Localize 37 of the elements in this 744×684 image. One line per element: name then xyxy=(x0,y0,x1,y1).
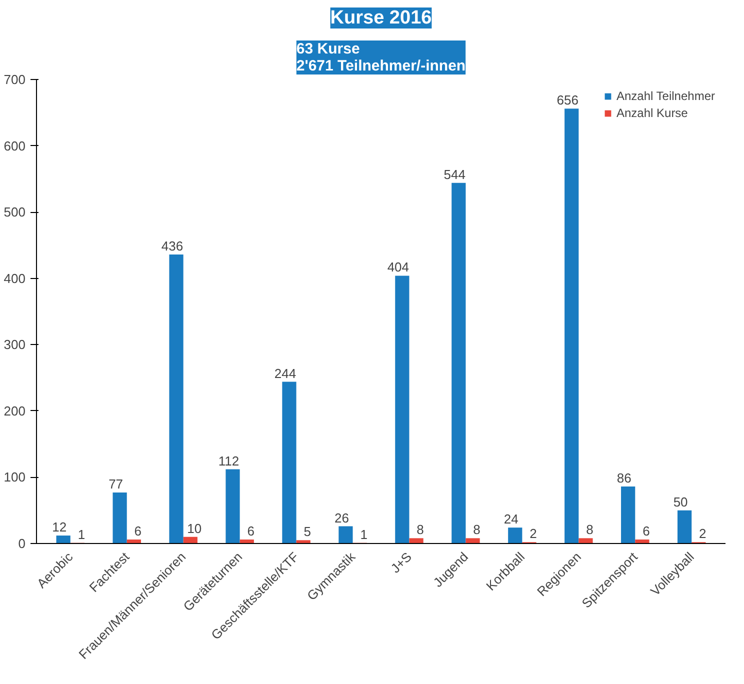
data-label: 112 xyxy=(218,453,240,468)
legend-label: Anzahl Kurse xyxy=(616,106,688,120)
y-tick-label: 200 xyxy=(4,403,26,418)
data-label: 6 xyxy=(134,524,142,539)
data-label: 1 xyxy=(360,526,368,542)
chart-title: Kurse 2016 xyxy=(330,8,432,28)
data-label: 5 xyxy=(304,524,311,540)
data-label: 10 xyxy=(187,520,202,536)
data-label: 8 xyxy=(473,522,480,538)
data-label: 6 xyxy=(642,524,650,539)
data-label: 77 xyxy=(108,476,124,492)
legend-label: Anzahl Teilnehmer xyxy=(616,89,715,103)
data-label: 2 xyxy=(530,526,537,542)
data-label: 544 xyxy=(444,166,466,182)
data-label: 6 xyxy=(247,524,254,539)
data-label: 86 xyxy=(616,470,632,486)
data-label: 8 xyxy=(586,522,594,538)
data-label: 12 xyxy=(52,520,67,535)
y-tick-label: 300 xyxy=(4,337,26,352)
x-tick-label: J+S xyxy=(388,548,415,576)
y-tick-label: 600 xyxy=(4,138,26,154)
y-tick-label: 0 xyxy=(18,536,26,551)
data-label: 1 xyxy=(78,526,86,542)
data-label: 244 xyxy=(274,366,296,381)
data-label: 404 xyxy=(387,260,410,275)
data-label: 656 xyxy=(556,92,578,108)
y-tick-label: 700 xyxy=(4,72,26,87)
data-label: 50 xyxy=(673,494,688,510)
data-label: 8 xyxy=(416,522,424,538)
data-label: 24 xyxy=(504,512,518,527)
data-label: 26 xyxy=(334,510,349,526)
data-label: 2 xyxy=(699,526,706,542)
y-tick-label: 400 xyxy=(4,270,26,286)
chart-subtitle: 63 Kurse 2'671 Teilnehmer/-innen xyxy=(296,40,466,74)
y-tick-label: 500 xyxy=(4,204,26,220)
data-label: 436 xyxy=(161,238,184,254)
y-tick-label: 100 xyxy=(4,470,26,485)
